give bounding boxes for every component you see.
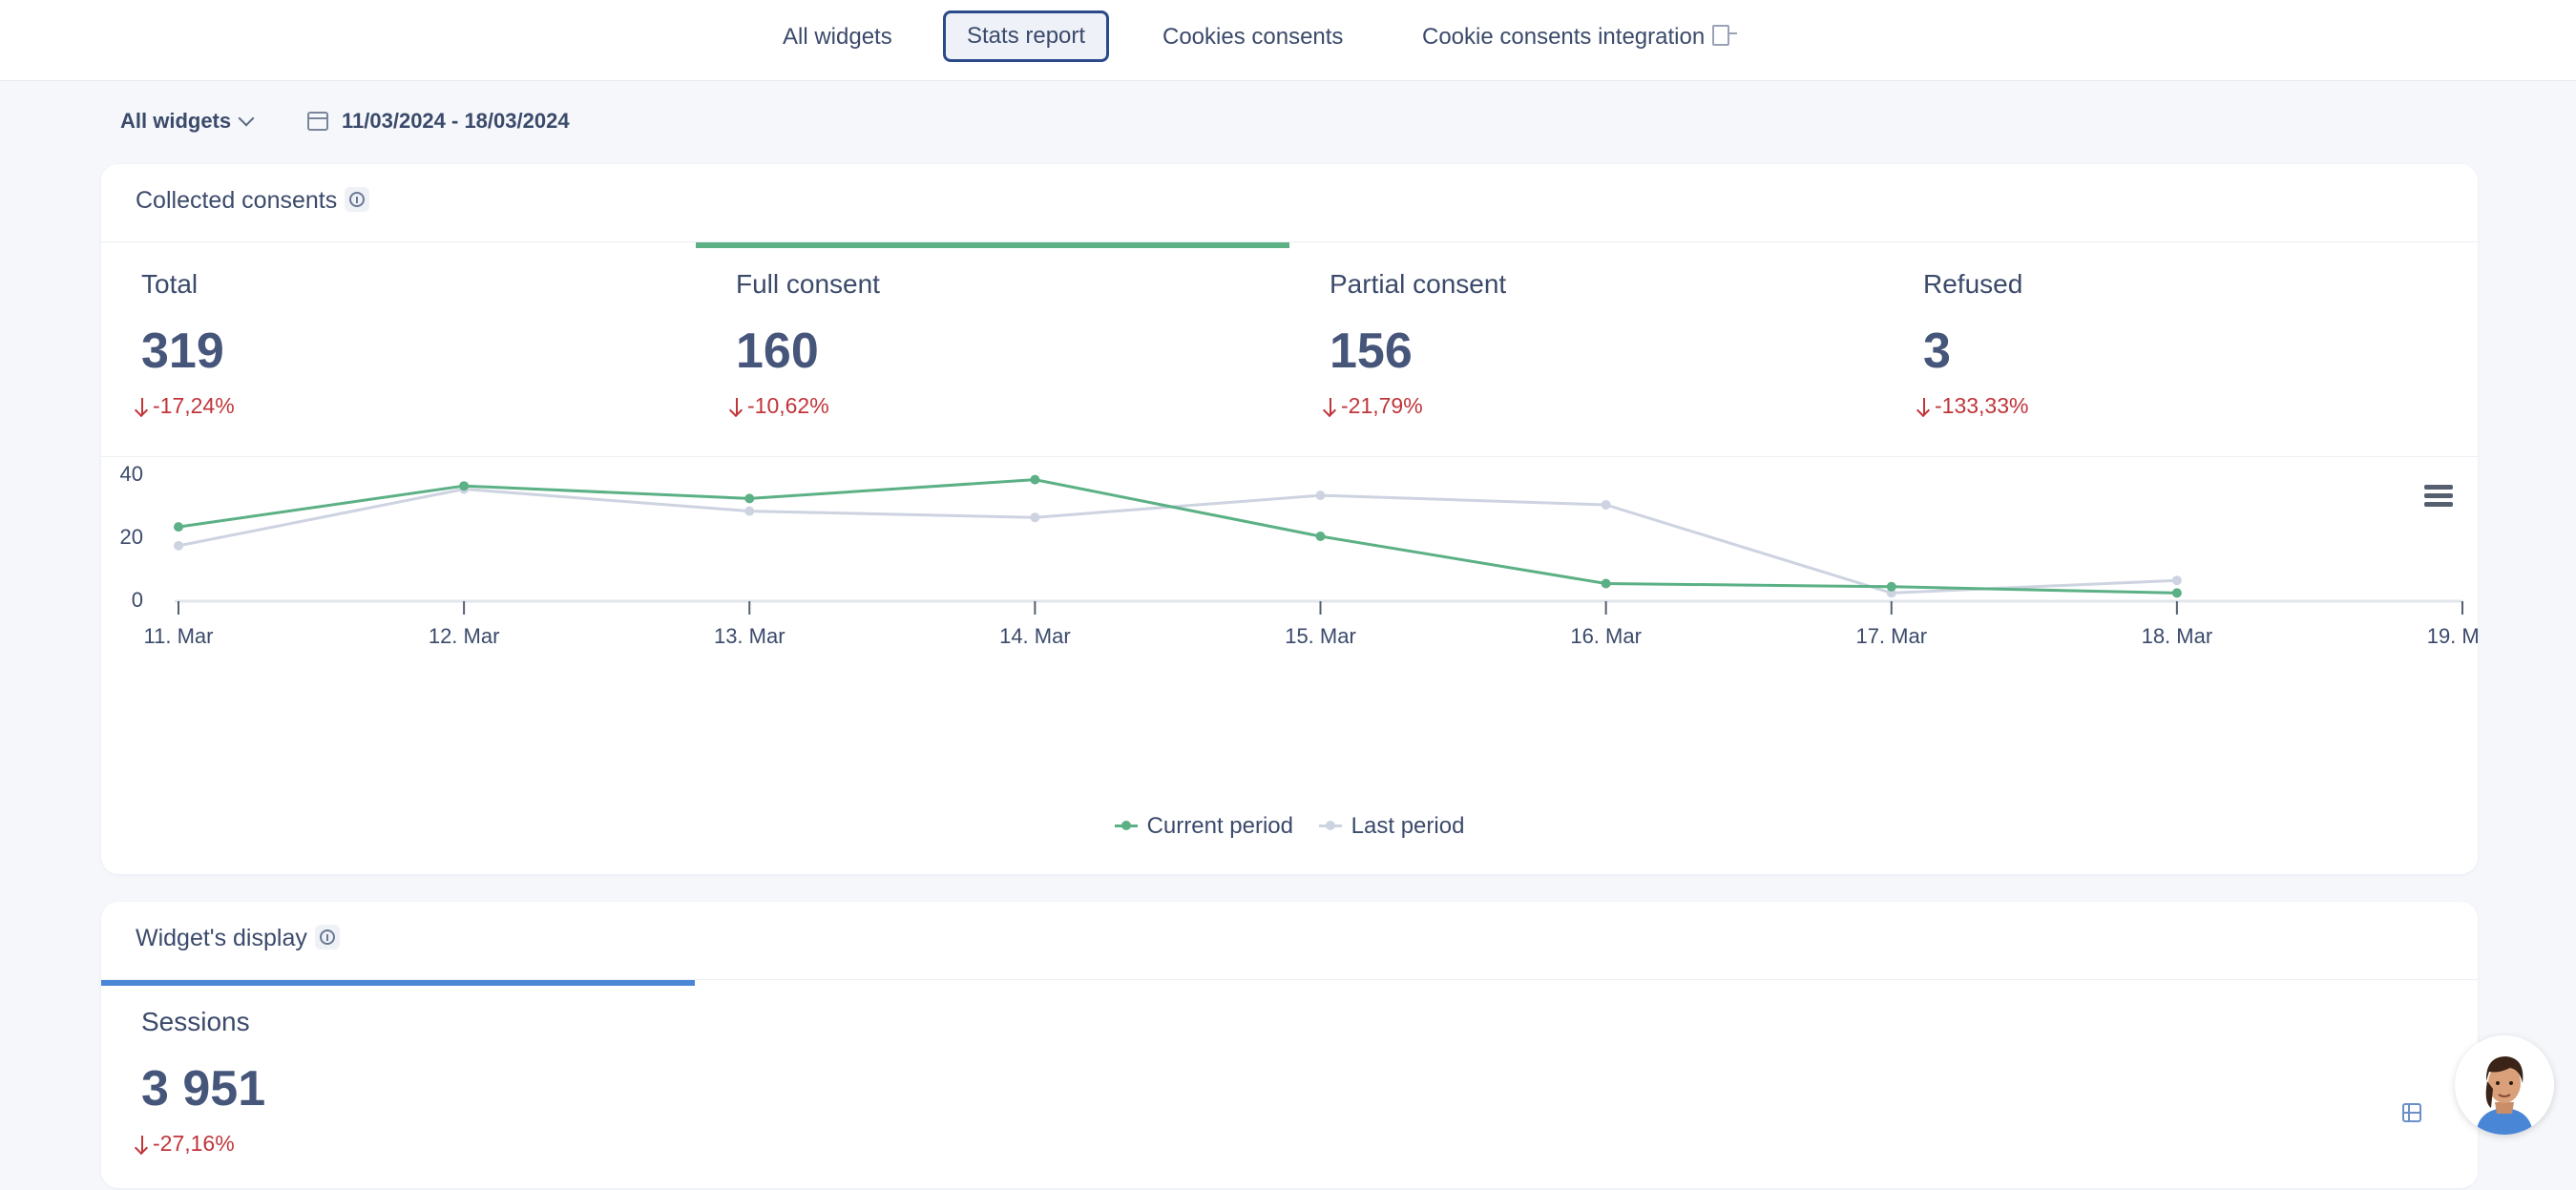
data-point-last-period [1030, 512, 1040, 523]
info-icon[interactable] [345, 187, 370, 212]
stat-change-value: -27,16% [153, 1131, 235, 1156]
arrow-down-icon [736, 398, 738, 415]
data-point-current-period [1601, 578, 1611, 589]
arrow-down-icon [141, 398, 143, 415]
stat-value: 319 [141, 324, 224, 379]
x-tick-label: 16. Mar [1570, 624, 1642, 648]
top-navigation: All widgets Stats report Cookies consent… [0, 0, 2576, 81]
date-range-picker[interactable]: 11/03/2024 - 18/03/2024 [307, 109, 570, 134]
stat-value: 3 [1923, 324, 1951, 379]
data-point-last-period [1315, 491, 1326, 501]
series-line-last-period [178, 487, 2177, 595]
tab-all-widgets[interactable]: All widgets [783, 24, 892, 50]
external-link-icon [1712, 25, 1738, 46]
chart-menu-icon[interactable] [2424, 485, 2453, 508]
arrow-down-icon [1330, 398, 1331, 415]
calendar-icon [307, 112, 328, 131]
tab-stats-report[interactable]: Stats report [943, 10, 1110, 62]
stat-change: -17,24% [141, 393, 235, 419]
date-range-value: 11/03/2024 - 18/03/2024 [342, 109, 570, 133]
collected-consents-title-text: Collected consents [136, 187, 338, 214]
stat-change-value: -10,62% [747, 393, 829, 418]
stat-change: -10,62% [736, 393, 829, 419]
data-point-current-period [744, 493, 755, 504]
stat-total[interactable]: Total 319 -17,24% [101, 242, 695, 452]
widget-display-title: Widget's display [136, 925, 340, 952]
stat-change-value: -133,33% [1935, 393, 2029, 418]
x-tick-label: 18. Mar [2142, 624, 2213, 648]
widget-display-title-text: Widget's display [136, 925, 307, 951]
x-tick-label: 13. Mar [714, 624, 785, 648]
y-tick-label: 0 [132, 588, 143, 612]
legend-swatch [1114, 821, 1138, 830]
info-icon[interactable] [314, 925, 340, 950]
x-tick-label: 15. Mar [1285, 624, 1356, 648]
stat-change: -21,79% [1330, 393, 1423, 419]
data-point-current-period [2171, 588, 2182, 598]
stat-label: Total [141, 269, 199, 299]
divider [101, 979, 2478, 980]
stat-change: -27,16% [141, 1131, 235, 1157]
x-tick-label: 14. Mar [999, 624, 1071, 648]
stat-value: 160 [736, 324, 819, 379]
data-point-current-period [459, 481, 470, 491]
stat-label: Sessions [141, 1007, 250, 1036]
stat-change: -133,33% [1923, 393, 2028, 419]
widget-select[interactable]: All widgets [120, 109, 255, 134]
consents-line-chart: 0 20 40 11. Mar 12. Mar 13. Mar 14. Mar 15. Mar… [120, 462, 2478, 648]
arrow-down-icon [1923, 398, 1925, 415]
stat-value: 156 [1330, 324, 1413, 379]
x-tick-label: 11. Mar [144, 624, 214, 648]
data-point-current-period [1315, 532, 1326, 541]
selected-indicator [101, 980, 695, 986]
data-point-current-period [1886, 581, 1896, 592]
data-point-current-period [174, 522, 183, 532]
divider [101, 456, 2478, 457]
widget-select-value: All widgets [120, 109, 232, 133]
x-tick-label: 19. Mar [2427, 624, 2478, 648]
legend-last-period[interactable]: Last period [1318, 813, 1465, 840]
avatar [2455, 1035, 2554, 1135]
widget-display-card: Widget's display Sessions 3 951 -27,16% [101, 902, 2478, 1188]
chart-area: 0 20 40 11. Mar 12. Mar 13. Mar 14. Mar 15. Mar… [101, 456, 2478, 857]
chevron-down-icon [238, 110, 255, 127]
divider [101, 241, 2478, 242]
chart-legend: Current period Last period [101, 813, 2478, 840]
stat-label: Refused [1923, 269, 2023, 299]
y-tick-label: 20 [120, 525, 143, 549]
assistant-avatar-button[interactable] [2455, 1035, 2554, 1135]
grid-icon[interactable] [2402, 1103, 2421, 1122]
tab-cookies-consents[interactable]: Cookies consents [1162, 24, 1344, 50]
data-point-last-period [744, 506, 755, 516]
stat-full-consent[interactable]: Full consent 160 -10,62% [696, 242, 1289, 452]
stat-label: Full consent [736, 269, 880, 299]
legend-label: Current period [1146, 813, 1293, 839]
stat-partial-consent[interactable]: Partial consent 156 -21,79% [1289, 242, 1883, 452]
data-point-current-period [1030, 474, 1040, 485]
stat-change-value: -21,79% [1341, 393, 1423, 418]
x-tick-label: 12. Mar [429, 624, 500, 648]
stat-sessions[interactable]: Sessions 3 951 -27,16% [101, 980, 695, 1190]
data-point-last-period [1601, 500, 1611, 510]
selected-indicator [696, 242, 1289, 248]
stat-label: Partial consent [1330, 269, 1507, 299]
data-point-last-period [174, 540, 183, 551]
y-tick-label: 40 [120, 462, 143, 486]
collected-consents-title: Collected consents [136, 187, 370, 215]
stat-refused[interactable]: Refused 3 -133,33% [1883, 242, 2477, 452]
legend-current-period[interactable]: Current period [1114, 813, 1293, 840]
tab-cookie-consents-integration[interactable]: Cookie consents integration [1422, 11, 1738, 63]
arrow-down-icon [141, 1136, 143, 1153]
legend-swatch [1318, 821, 1342, 830]
stat-change-value: -17,24% [153, 393, 235, 418]
legend-label: Last period [1351, 813, 1465, 839]
stat-value: 3 951 [141, 1061, 266, 1117]
x-tick-label: 17. Mar [1855, 624, 1927, 648]
tab-cookie-consents-integration-label: Cookie consents integration [1422, 24, 1706, 50]
series-line-current-period [178, 478, 2177, 595]
data-point-last-period [2171, 575, 2182, 586]
collected-consents-card: Collected consents Total 319 -17,24% Ful… [101, 164, 2478, 874]
